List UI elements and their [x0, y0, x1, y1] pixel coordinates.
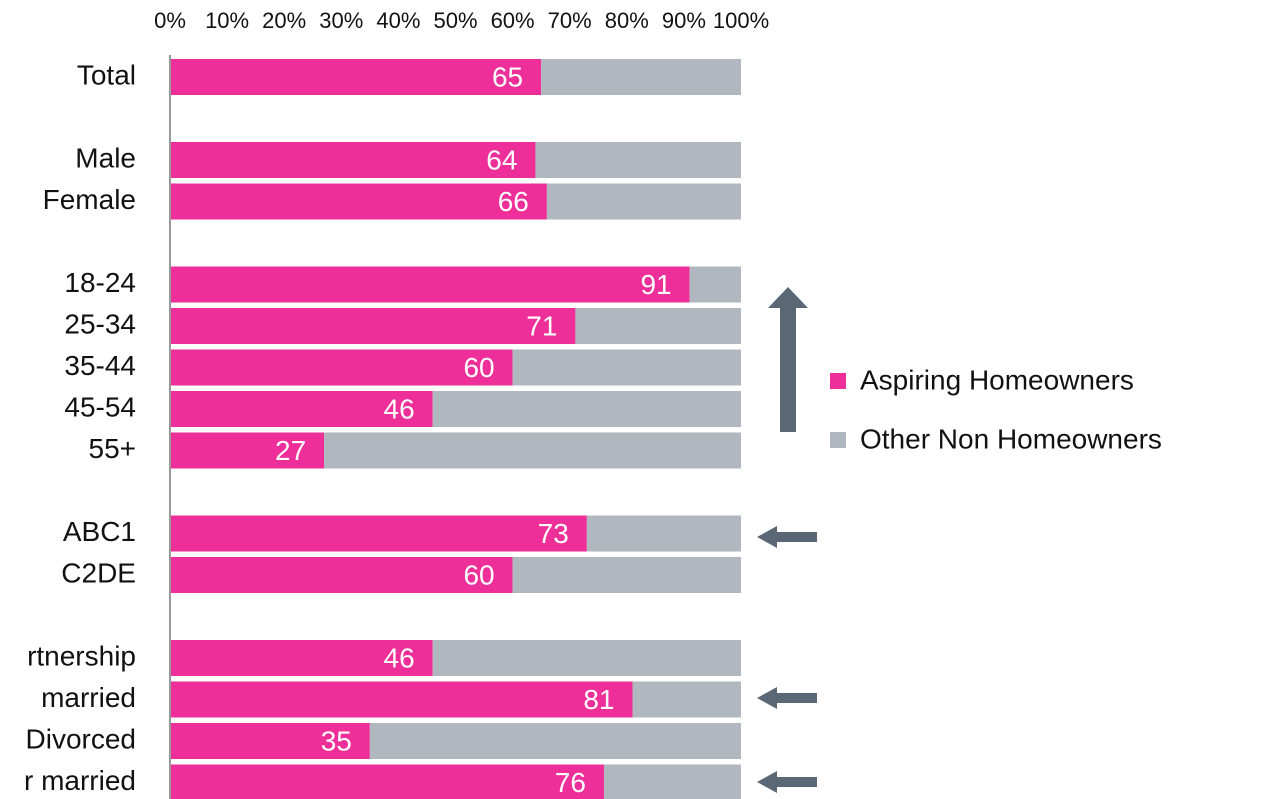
- data-label: 35: [321, 725, 352, 756]
- bar-segment: [603, 764, 741, 799]
- x-tick-label: 70%: [548, 8, 592, 33]
- bar-segment: [170, 681, 633, 718]
- bar-segment: [541, 59, 741, 95]
- bar-segment: [575, 308, 741, 344]
- x-tick-label: 60%: [491, 8, 535, 33]
- x-tick-label: 20%: [262, 8, 306, 33]
- y-tick-label: C2DE: [61, 557, 136, 588]
- bar-segment: [512, 557, 741, 593]
- data-label: 65: [492, 61, 523, 92]
- y-tick-label: 35-44: [64, 350, 136, 381]
- data-label: 73: [538, 518, 569, 549]
- x-tick-label: 40%: [376, 8, 420, 33]
- bar-segment: [546, 183, 741, 220]
- data-label: 64: [486, 144, 517, 175]
- bar-segment: [535, 142, 741, 178]
- bar-segment: [170, 764, 604, 799]
- annotation-arrows: [757, 287, 817, 793]
- bar-segment: [170, 432, 325, 469]
- data-label: 81: [583, 684, 614, 715]
- bar-segment: [170, 391, 433, 427]
- y-tick-label: Female: [43, 184, 136, 215]
- bar-segment: [170, 640, 433, 676]
- y-tick-label: ABC1: [63, 516, 136, 547]
- bar-segment: [170, 59, 542, 95]
- x-tick-label: 10%: [205, 8, 249, 33]
- y-tick-label: Male: [75, 142, 136, 173]
- bar-segment: [689, 266, 741, 303]
- bar-segment: [586, 515, 741, 552]
- data-label: 66: [498, 186, 529, 217]
- data-label: 71: [526, 310, 557, 341]
- bar-segment: [432, 391, 741, 427]
- x-tick-label: 30%: [319, 8, 363, 33]
- bar-segment: [170, 723, 370, 759]
- y-tick-label: 45-54: [64, 391, 136, 422]
- legend-label: Aspiring Homeowners: [860, 364, 1134, 395]
- bar-segment: [170, 349, 513, 386]
- x-tick-label: 100%: [713, 8, 769, 33]
- bar-segment: [170, 183, 547, 220]
- bar-segment: [632, 681, 741, 718]
- bar-segment: [170, 266, 690, 303]
- left-arrow: [757, 771, 817, 793]
- bar-segment: [369, 723, 741, 759]
- data-label: 76: [555, 767, 586, 798]
- y-tick-label: 55+: [89, 433, 137, 464]
- bar-segment: [432, 640, 741, 676]
- bar-segment: [170, 142, 536, 178]
- up-arrow: [768, 287, 808, 432]
- left-arrow: [757, 687, 817, 709]
- data-label: 91: [640, 269, 671, 300]
- data-label: 27: [275, 435, 306, 466]
- bar-segment: [170, 308, 576, 344]
- y-tick-label: married: [41, 682, 136, 713]
- x-tick-label: 0%: [154, 8, 186, 33]
- legend-swatch: [830, 373, 846, 389]
- y-tick-label: 18-24: [64, 267, 136, 298]
- data-label: 46: [384, 393, 415, 424]
- y-tick-label: 25-34: [64, 308, 136, 339]
- x-tick-label: 90%: [662, 8, 706, 33]
- bar-segment: [512, 349, 741, 386]
- bar-segment: [170, 515, 587, 552]
- legend-swatch: [830, 432, 846, 448]
- data-label: 60: [463, 352, 494, 383]
- bar-segment: [170, 557, 513, 593]
- x-tick-label: 50%: [433, 8, 477, 33]
- left-arrow: [757, 526, 817, 548]
- x-tick-label: 80%: [605, 8, 649, 33]
- y-tick-label: r married: [24, 765, 136, 796]
- legend-label: Other Non Homeowners: [860, 423, 1162, 454]
- data-label: 60: [463, 559, 494, 590]
- y-tick-label: Divorced: [26, 723, 136, 754]
- y-tick-label: Total: [77, 59, 136, 90]
- bar-segment: [324, 432, 741, 469]
- y-tick-label: rtnership: [27, 640, 136, 671]
- data-label: 46: [384, 642, 415, 673]
